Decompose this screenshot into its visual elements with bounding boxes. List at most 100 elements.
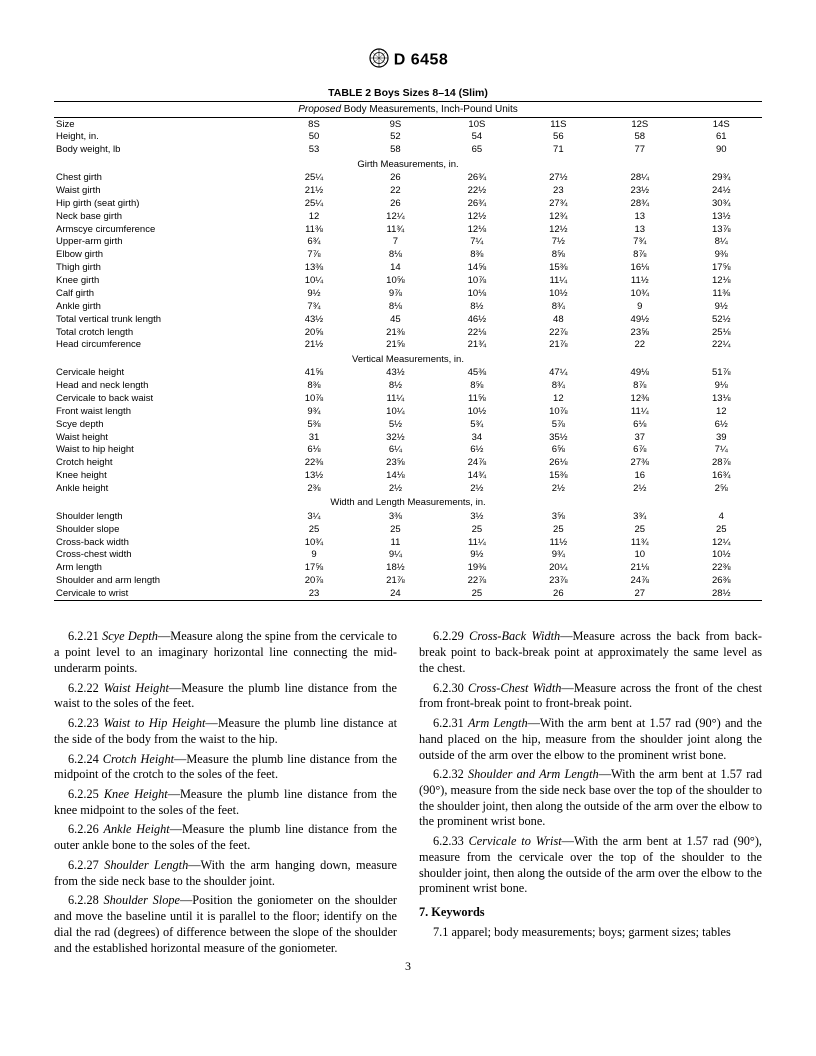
row-label: Upper-arm girth — [54, 236, 273, 249]
cell-value: 22⅞ — [436, 575, 517, 588]
cell-value: 9 — [273, 549, 354, 562]
cell-value: 8⅝ — [436, 380, 517, 393]
cell-value: 12¼ — [355, 210, 436, 223]
cell-value: 65 — [436, 144, 517, 157]
cell-value: 3⅝ — [518, 510, 599, 523]
cell-value: 26 — [355, 172, 436, 185]
cell-value: 12¾ — [518, 210, 599, 223]
cell-value: 10¼ — [355, 405, 436, 418]
cell-value: 32½ — [355, 431, 436, 444]
definition-term: Ankle Height — [104, 822, 170, 836]
definition-paragraph: 6.2.29 Cross-Back Width—Measure across t… — [419, 629, 762, 676]
cell-value: 18½ — [355, 562, 436, 575]
definition-paragraph: 6.2.28 Shoulder Slope—Position the gonio… — [54, 893, 397, 956]
cell-value: 14¾ — [436, 470, 517, 483]
cell-value: 27⅜ — [599, 457, 680, 470]
cell-value: 20¼ — [518, 562, 599, 575]
cell-value: 6⅝ — [518, 444, 599, 457]
cell-value: 8¾ — [518, 380, 599, 393]
definition-paragraph: 6.2.21 Scye Depth—Measure along the spin… — [54, 629, 397, 676]
cell-value: 12 — [518, 392, 599, 405]
definition-term: Shoulder Length — [104, 858, 188, 872]
cell-value: 23⅝ — [355, 457, 436, 470]
table-row: Waist to hip height6⅛6¼6½6⅝6⅞7¼ — [54, 444, 762, 457]
definition-number: 6.2.25 — [68, 787, 104, 801]
cell-value: 2½ — [518, 483, 599, 496]
cell-value: 9¾ — [518, 549, 599, 562]
cell-value: 8½ — [355, 380, 436, 393]
cell-value: 20⅝ — [273, 326, 354, 339]
cell-value: 17⅝ — [273, 562, 354, 575]
cell-value: 77 — [599, 144, 680, 157]
table-row: Crotch height22⅜23⅝24⅞26⅛27⅜28⅞ — [54, 457, 762, 470]
definition-paragraph: 6.2.30 Cross-Chest Width—Measure across … — [419, 681, 762, 712]
definition-number: 6.2.22 — [68, 681, 104, 695]
table-title: TABLE 2 Boys Sizes 8–14 (Slim) — [54, 87, 762, 99]
cell-value: 28¾ — [599, 197, 680, 210]
cell-value: 46½ — [436, 313, 517, 326]
definition-number: 6.2.30 — [433, 681, 468, 695]
row-label: Waist girth — [54, 184, 273, 197]
cell-value: 27¾ — [518, 197, 599, 210]
row-label: Thigh girth — [54, 262, 273, 275]
table-row: Size8S9S10S11S12S14S — [54, 118, 762, 131]
table-row: Scye depth5⅜5½5¾5⅞6⅛6½ — [54, 418, 762, 431]
definition-paragraph: 6.2.27 Shoulder Length—With the arm hang… — [54, 858, 397, 889]
definition-term: Cross-Chest Width — [468, 681, 561, 695]
cell-value: 11¼ — [436, 536, 517, 549]
cell-value: 9S — [355, 118, 436, 131]
cell-value: 4 — [681, 510, 762, 523]
row-label: Body weight, lb — [54, 144, 273, 157]
cell-value: 90 — [681, 144, 762, 157]
table-row: Head and neck length8⅜8½8⅝8¾8⅞9⅛ — [54, 380, 762, 393]
cell-value: 22⅞ — [518, 326, 599, 339]
cell-value: 14⅛ — [355, 470, 436, 483]
cell-value: 7 — [355, 236, 436, 249]
cell-value: 45 — [355, 313, 436, 326]
cell-value: 23 — [273, 588, 354, 601]
cell-value: 8S — [273, 118, 354, 131]
cell-value: 28½ — [681, 588, 762, 601]
cell-value: 28¼ — [599, 172, 680, 185]
table-row: Ankle height2⅜2½2½2½2½2⅝ — [54, 483, 762, 496]
cell-value: 6¾ — [273, 236, 354, 249]
section-header: Vertical Measurements, in. — [54, 352, 762, 367]
definition-paragraph: 6.2.33 Cervicale to Wrist—With the arm b… — [419, 834, 762, 897]
row-label: Elbow girth — [54, 249, 273, 262]
cell-value: 25 — [681, 523, 762, 536]
row-label: Arm length — [54, 562, 273, 575]
cell-value: 5½ — [355, 418, 436, 431]
cell-value: 50 — [273, 131, 354, 144]
table-subtitle-rest: Body Measurements, Inch-Pound Units — [341, 104, 518, 115]
cell-value: 10¼ — [273, 275, 354, 288]
astm-logo — [368, 48, 390, 73]
cell-value: 6¼ — [355, 444, 436, 457]
definition-number: 6.2.32 — [433, 767, 468, 781]
section-header: Width and Length Measurements, in. — [54, 495, 762, 510]
definition-paragraph: 6.2.31 Arm Length—With the arm bent at 1… — [419, 716, 762, 763]
cell-value: 29¾ — [681, 172, 762, 185]
cell-value: 11¼ — [599, 405, 680, 418]
table-row: Waist girth21½2222½2323½24½ — [54, 184, 762, 197]
cell-value: 7½ — [518, 236, 599, 249]
cell-value: 54 — [436, 131, 517, 144]
cell-value: 3⅜ — [355, 510, 436, 523]
row-label: Shoulder length — [54, 510, 273, 523]
cell-value: 25 — [436, 588, 517, 601]
table-row: Head circumference21½21⅝21¾21⅞2222¼ — [54, 339, 762, 352]
row-label: Shoulder and arm length — [54, 575, 273, 588]
cell-value: 3¾ — [599, 510, 680, 523]
cell-value: 16 — [599, 470, 680, 483]
cell-value: 22 — [355, 184, 436, 197]
cell-value: 12½ — [518, 223, 599, 236]
row-label: Ankle girth — [54, 300, 273, 313]
definition-term: Waist Height — [104, 681, 169, 695]
cell-value: 11½ — [599, 275, 680, 288]
cell-value: 58 — [355, 144, 436, 157]
cell-value: 5⅞ — [518, 418, 599, 431]
definition-number: 6.2.31 — [433, 716, 468, 730]
cell-value: 23⅞ — [518, 575, 599, 588]
cell-value: 2½ — [355, 483, 436, 496]
table-row: Shoulder slope252525252525 — [54, 523, 762, 536]
definition-term: Cervicale to Wrist — [469, 834, 562, 848]
